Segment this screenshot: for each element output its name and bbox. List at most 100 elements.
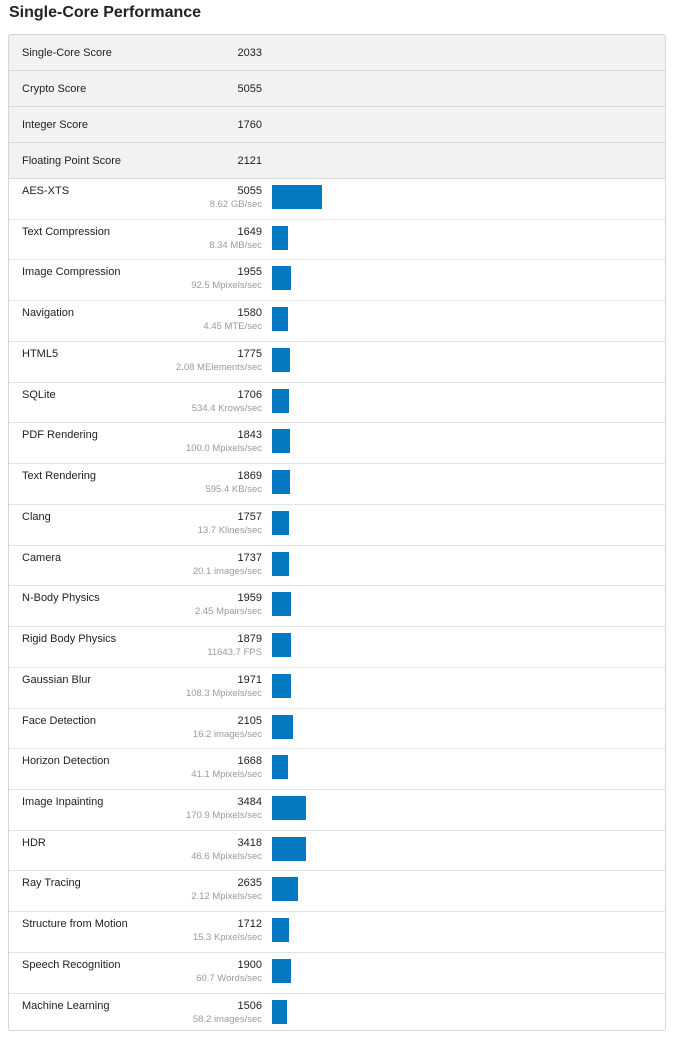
benchmark-bar	[272, 592, 291, 617]
benchmark-row: Text Rendering 1869 595.4 KB/sec	[9, 464, 665, 505]
benchmark-row: Navigation 1580 4.45 MTE/sec	[9, 301, 665, 342]
benchmark-throughput: 92.5 Mpixels/sec	[191, 280, 262, 292]
summary-section: Single-Core Score 2033 Crypto Score 5055 Int…	[9, 35, 665, 179]
benchmark-row: N-Body Physics 1959 2.45 Mpairs/sec	[9, 586, 665, 628]
benchmark-bar	[272, 307, 288, 332]
benchmark-bar	[272, 836, 306, 861]
benchmark-score: 1668	[237, 755, 262, 768]
benchmark-bar	[272, 755, 288, 780]
summary-score: 5055	[237, 83, 262, 95]
benchmark-score: 1843	[237, 429, 262, 442]
benchmark-label: Machine Learning	[22, 999, 110, 1012]
benchmark-row: Ray Tracing 2635 2.12 Mpixels/sec	[9, 871, 665, 913]
benchmark-score: 1757	[237, 510, 262, 523]
benchmark-bar	[272, 673, 291, 698]
benchmark-throughput: 58.2 images/sec	[192, 1013, 262, 1025]
summary-row: Single-Core Score 2033	[9, 35, 665, 71]
benchmark-label: Structure from Motion	[22, 918, 128, 931]
benchmark-row: Horizon Detection 1668 41.1 Mpixels/sec	[9, 749, 665, 791]
benchmark-label: HDR	[22, 836, 46, 849]
benchmark-throughput: 8.34 MB/sec	[209, 239, 262, 251]
benchmark-label: Clang	[22, 510, 51, 523]
benchmark-score: 1955	[237, 266, 262, 279]
benchmark-label: Ray Tracing	[22, 877, 81, 890]
benchmark-row: Image Compression 1955 92.5 Mpixels/sec	[9, 260, 665, 302]
benchmark-row: Gaussian Blur 1971 108.3 Mpixels/sec	[9, 668, 665, 709]
benchmark-bar	[272, 347, 290, 372]
benchmark-label: AES-XTS	[22, 185, 70, 197]
benchmark-label: Horizon Detection	[22, 755, 110, 768]
benchmark-label: Gaussian Blur	[22, 673, 92, 686]
benchmark-row: Face Detection 2105 16.2 images/sec	[9, 709, 665, 750]
benchmark-bar	[272, 429, 290, 454]
benchmark-throughput: 4.45 MTE/sec	[203, 321, 262, 333]
benchmark-score: 1959	[237, 592, 262, 605]
benchmark-throughput: 60.7 Words/sec	[196, 972, 262, 984]
benchmark-throughput: 11643.7 FPS	[207, 647, 262, 659]
benchmark-score: 1580	[237, 307, 262, 320]
page-title: Single-Core Performance	[9, 4, 202, 21]
benchmark-row: PDF Rendering 1843 100.0 Mpixels/sec	[9, 423, 665, 465]
benchmark-label: Camera	[22, 551, 62, 564]
benchmark-row: Clang 1757 13.7 Klines/sec	[9, 505, 665, 546]
benchmark-row: Rigid Body Physics 1879 11643.7 FPS	[9, 627, 665, 668]
benchmark-throughput: 46.6 Mpixels/sec	[191, 850, 262, 862]
benchmark-throughput: 13.7 Klines/sec	[197, 524, 262, 536]
benchmark-label: PDF Rendering	[22, 429, 98, 442]
benchmark-row: HDR 3418 46.6 Mpixels/sec	[9, 831, 665, 872]
benchmark-throughput: 2.45 Mpairs/sec	[194, 606, 262, 618]
benchmark-bar	[272, 633, 291, 658]
benchmark-score: 3418	[237, 836, 262, 849]
benchmark-label: Text Compression	[22, 225, 111, 238]
benchmark-throughput: 108.3 Mpixels/sec	[185, 687, 262, 699]
benchmark-row: Structure from Motion 1712 15.3 Kpixels/se…	[9, 912, 665, 953]
benchmark-score: 3484	[237, 796, 262, 809]
benchmark-bar	[272, 877, 298, 902]
benchmark-throughput: 100.0 Mpixels/sec	[185, 443, 262, 455]
benchmark-row: Machine Learning 1506 58.2 images/sec	[9, 994, 665, 1030]
benchmark-label: Image Inpainting	[22, 796, 104, 809]
summary-score: 2033	[237, 47, 262, 59]
summary-label: Single-Core Score	[22, 47, 112, 59]
benchmark-label: Rigid Body Physics	[22, 633, 117, 646]
benchmark-score: 1900	[237, 958, 262, 971]
benchmark-bar	[272, 714, 293, 739]
benchmark-bar	[272, 510, 289, 535]
summary-row: Integer Score 1760	[9, 107, 665, 143]
summary-label: Integer Score	[22, 119, 89, 131]
benchmark-score: 1869	[237, 470, 262, 483]
benchmark-label: N-Body Physics	[22, 592, 100, 605]
summary-score: 2121	[237, 155, 262, 167]
benchmark-score: 1649	[237, 225, 262, 238]
benchmark-row: Image Inpainting 3484 170.9 Mpixels/sec	[9, 790, 665, 831]
benchmark-bar	[272, 266, 291, 291]
benchmark-score: 5055	[237, 185, 262, 197]
benchmark-bar	[272, 796, 306, 821]
summary-label: Floating Point Score	[22, 155, 122, 167]
benchmark-score: 1737	[237, 551, 262, 564]
benchmark-label: Face Detection	[22, 714, 96, 727]
benchmark-section: AES-XTS 5055 8.62 GB/sec Text Compression 16…	[9, 179, 665, 1030]
benchmark-throughput: 2.08 MElements/sec	[175, 361, 262, 373]
benchmark-score: 1506	[237, 999, 262, 1012]
benchmark-score: 2635	[237, 877, 262, 890]
benchmark-bar	[272, 185, 322, 209]
summary-row: Crypto Score 5055	[9, 71, 665, 107]
benchmark-label: Navigation	[22, 307, 74, 320]
benchmark-label: SQLite	[22, 388, 56, 401]
benchmark-label: HTML5	[22, 347, 59, 360]
benchmark-score: 1706	[237, 388, 262, 401]
benchmark-bar	[272, 388, 289, 413]
benchmark-bar	[272, 999, 287, 1024]
benchmark-score: 1971	[237, 673, 262, 686]
benchmark-throughput: 595.4 KB/sec	[205, 484, 262, 496]
benchmark-throughput: 534.4 Krows/sec	[191, 402, 262, 414]
benchmark-score: 1879	[237, 633, 262, 646]
benchmark-label: Text Rendering	[22, 470, 96, 483]
benchmark-score: 1712	[237, 918, 262, 931]
benchmark-score: 1775	[237, 347, 262, 360]
benchmark-throughput: 20.1 images/sec	[192, 565, 262, 577]
benchmark-bar	[272, 918, 289, 943]
benchmark-row: Camera 1737 20.1 images/sec	[9, 546, 665, 587]
summary-row: Floating Point Score 2121	[9, 143, 665, 179]
